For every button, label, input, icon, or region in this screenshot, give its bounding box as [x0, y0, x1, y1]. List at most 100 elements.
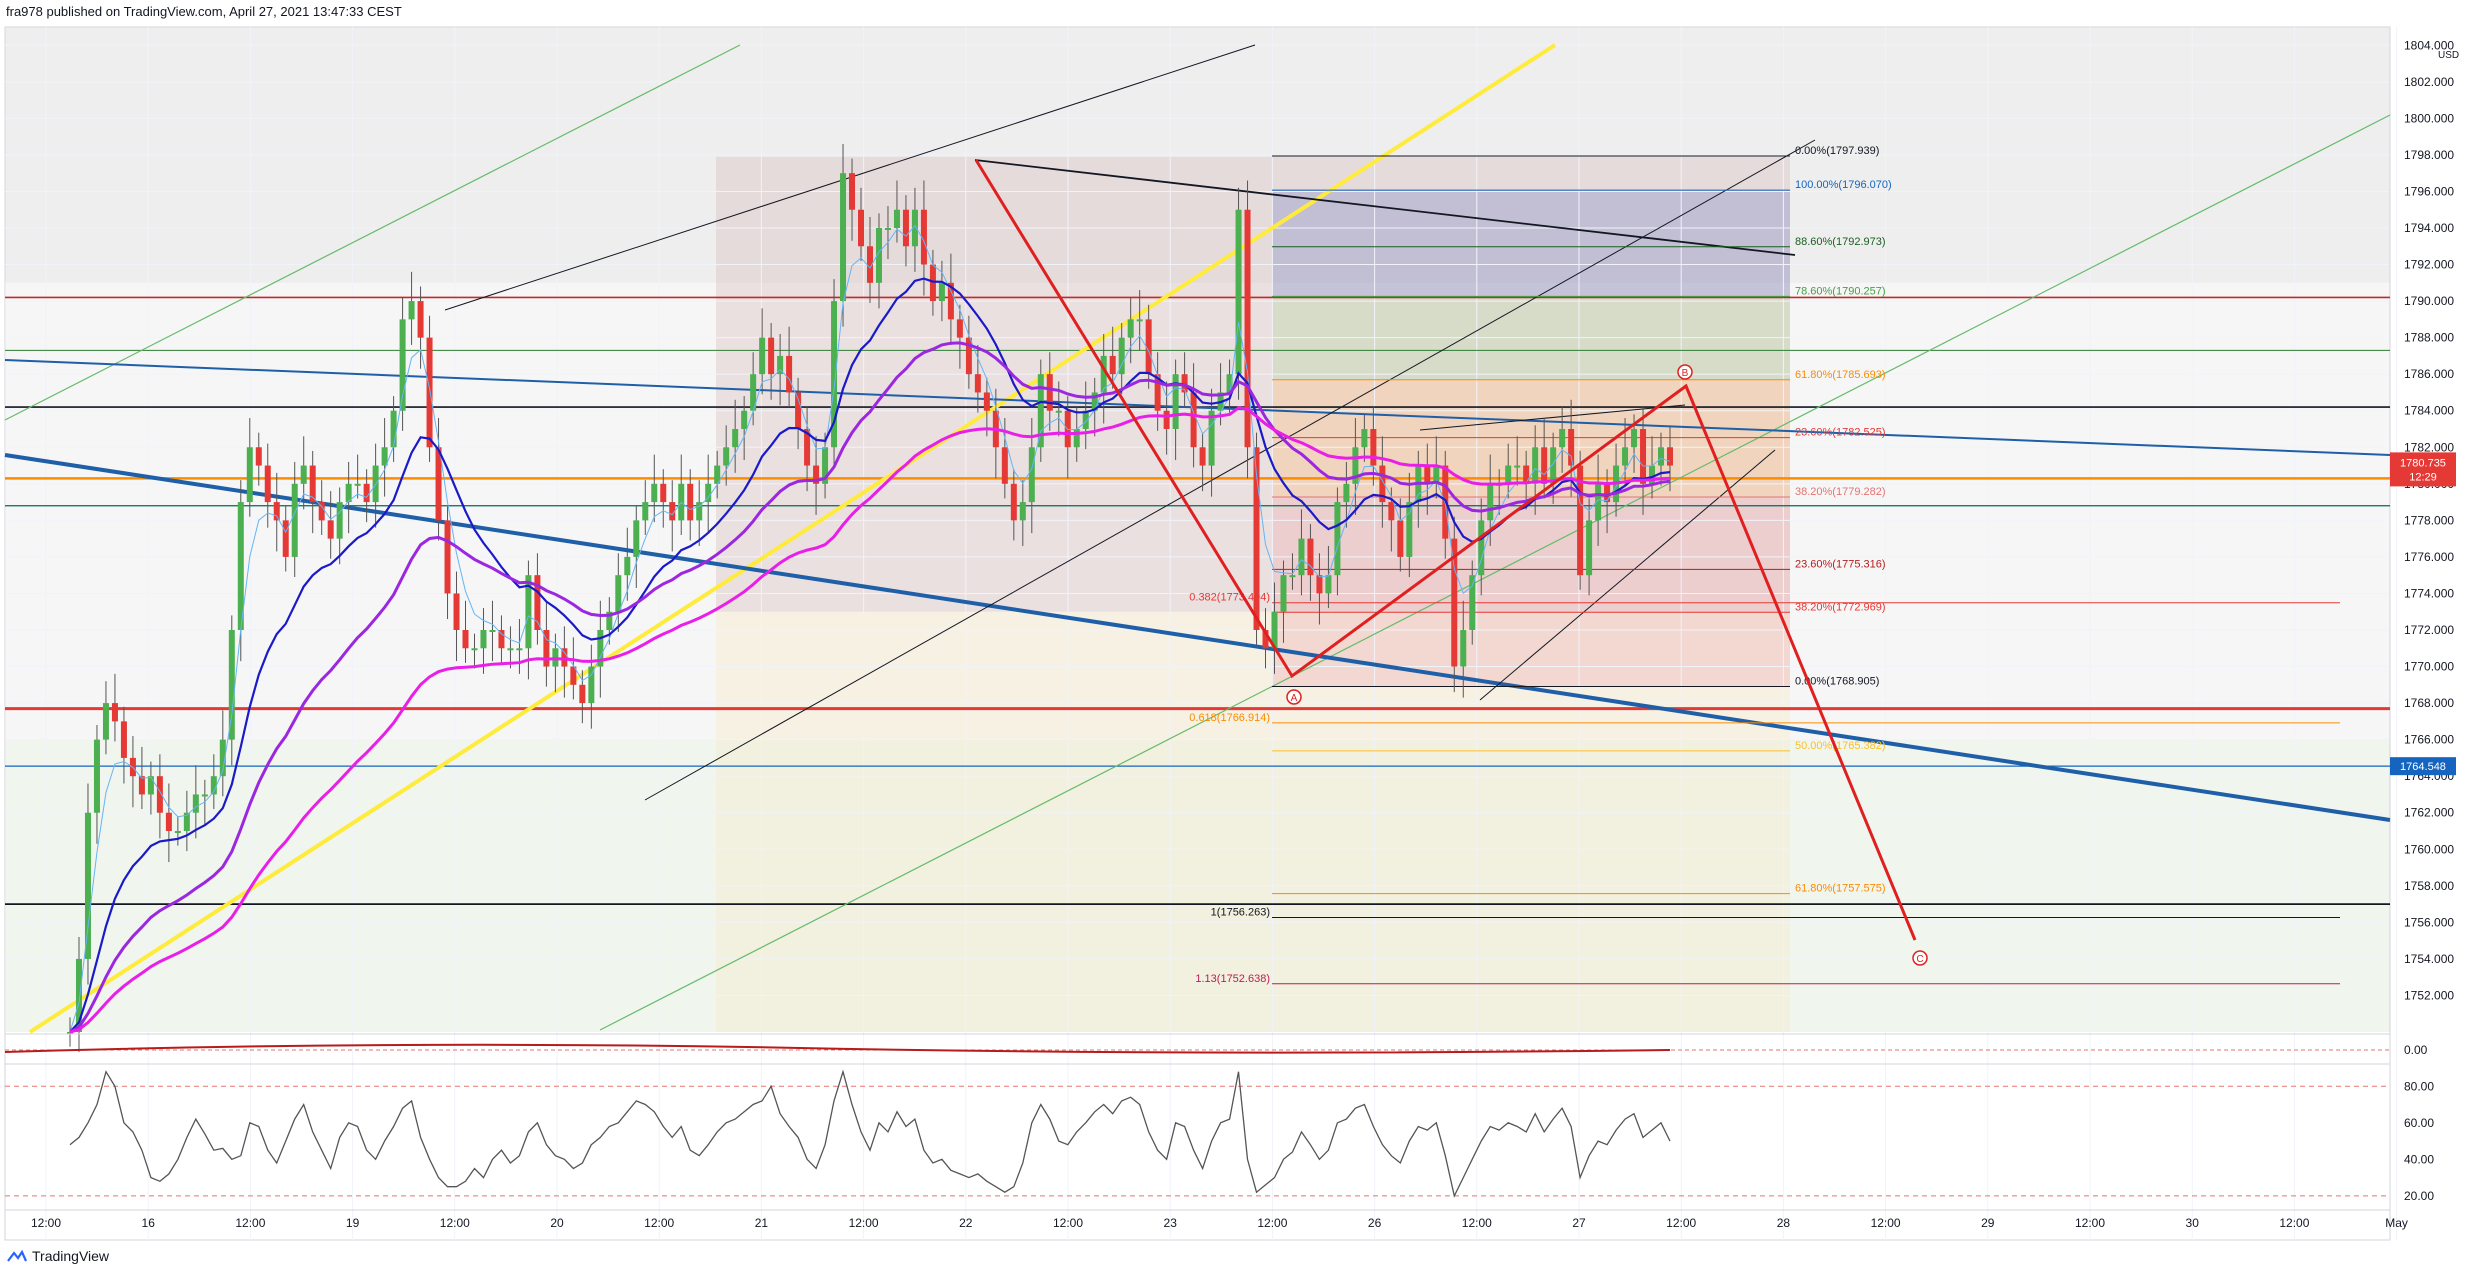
y-tick-label: 1786.000 — [2404, 367, 2454, 381]
candle-body — [1298, 538, 1305, 576]
y-tick-label: 1776.000 — [2404, 550, 2454, 564]
candle-body — [723, 447, 730, 466]
candle-body — [1451, 538, 1458, 667]
candle-body — [192, 794, 199, 813]
candle-body — [947, 282, 954, 320]
candle-body — [1379, 465, 1386, 503]
x-tick-label: 12:00 — [2075, 1216, 2105, 1230]
candle-body — [1523, 465, 1530, 484]
candle-body — [597, 630, 604, 667]
x-tick-label: 12:00 — [1257, 1216, 1287, 1230]
fib-level-label: 88.60%(1792.973) — [1795, 236, 1886, 248]
candle-body — [1541, 447, 1548, 484]
candle-body — [1631, 429, 1638, 448]
candle-body — [1307, 538, 1314, 576]
candle-body — [696, 502, 703, 521]
candle-body — [1577, 465, 1584, 576]
y-tick-label: 1760.000 — [2404, 842, 2454, 856]
countdown-label: 12:29 — [2409, 471, 2437, 483]
candle-body — [1595, 483, 1602, 521]
x-tick-label: 28 — [1777, 1216, 1791, 1230]
candle-body — [902, 209, 909, 247]
y-tick-label: 1794.000 — [2404, 221, 2454, 235]
candle-body — [93, 739, 100, 813]
publisher-line: fra978 published on TradingView.com, Apr… — [6, 4, 402, 19]
candle-body — [1145, 319, 1152, 375]
fib-ext-label: 0.618(1766.914) — [1189, 712, 1270, 724]
candle-body — [1136, 319, 1143, 322]
candle-body — [300, 465, 307, 484]
trend-line — [28, 43, 1557, 1034]
candle-body — [426, 337, 433, 448]
candle-body — [291, 483, 298, 557]
x-tick-label: 12:00 — [235, 1216, 265, 1230]
candle-body — [1100, 355, 1107, 393]
candle-body — [462, 630, 469, 649]
candle-body — [1091, 392, 1098, 411]
candle-body — [911, 209, 918, 247]
candle-body — [884, 228, 891, 230]
rsi-tick-label: 20.00 — [2404, 1189, 2434, 1203]
candle-body — [534, 575, 541, 630]
x-tick-label: 12:00 — [644, 1216, 674, 1230]
candle-body — [1001, 447, 1008, 484]
candle-body — [1658, 447, 1665, 466]
candle-body — [363, 483, 370, 503]
fib-level-label: 61.80%(1785.693) — [1795, 369, 1886, 381]
candle-body — [1343, 483, 1350, 503]
candle-body — [714, 465, 721, 484]
candle-body — [956, 319, 963, 338]
y-tick-label: 1778.000 — [2404, 513, 2454, 527]
y-axis-unit: USD — [2438, 50, 2459, 61]
candle-body — [1622, 447, 1629, 466]
circled-wave-label: B — [1682, 368, 1689, 379]
candle-body — [1469, 575, 1476, 630]
candle-body — [660, 483, 667, 503]
candle-body — [417, 301, 424, 338]
candle-body — [893, 209, 900, 228]
y-tick-label: 1756.000 — [2404, 915, 2454, 929]
candle-body — [705, 483, 712, 503]
y-tick-label: 1796.000 — [2404, 184, 2454, 198]
x-tick-label: May — [2385, 1216, 2408, 1230]
candle-body — [489, 630, 496, 632]
rsi-tick-label: 40.00 — [2404, 1152, 2434, 1166]
y-tick-label: 1798.000 — [2404, 148, 2454, 162]
x-tick-label: 12:00 — [849, 1216, 879, 1230]
candle-body — [965, 337, 972, 375]
y-tick-label: 1770.000 — [2404, 660, 2454, 674]
blue-price-label: 1764.548 — [2400, 761, 2446, 773]
trend-line — [644, 139, 1816, 801]
y-tick-label: 1754.000 — [2404, 952, 2454, 966]
y-tick-label: 1762.000 — [2404, 806, 2454, 820]
wave-projection-line — [974, 159, 1917, 941]
candle-body — [138, 776, 145, 795]
y-tick-label: 1766.000 — [2404, 733, 2454, 747]
candle-body — [974, 374, 981, 393]
candle-body — [732, 429, 739, 448]
y-tick-label: 1772.000 — [2404, 623, 2454, 637]
candle-body — [1280, 575, 1287, 612]
circled-wave-marker — [1286, 689, 1302, 705]
candle-body — [1532, 447, 1539, 484]
fib-level-label: 0.00%(1797.939) — [1795, 145, 1879, 157]
fib-level-label: 61.80%(1757.575) — [1795, 883, 1886, 895]
brand-name: TradingView — [32, 1248, 110, 1264]
candle-body — [561, 648, 568, 667]
candle-body — [219, 739, 226, 777]
candle-body — [1388, 502, 1395, 521]
blue-price-badge — [2390, 757, 2456, 776]
y-tick-label: 1768.000 — [2404, 696, 2454, 710]
candle-body — [840, 173, 847, 302]
y-tick-label: 1802.000 — [2404, 75, 2454, 89]
fib-level-label: 0.00%(1768.905) — [1795, 676, 1879, 688]
trend-line — [4, 44, 741, 421]
candle-body — [651, 483, 658, 503]
candle-body — [687, 483, 694, 521]
last-price-label: 1780.735 — [2400, 457, 2446, 469]
y-tick-label: 1782.000 — [2404, 440, 2454, 454]
candle-body — [354, 483, 361, 486]
candle-body — [147, 776, 154, 795]
candle-body — [1640, 429, 1647, 484]
